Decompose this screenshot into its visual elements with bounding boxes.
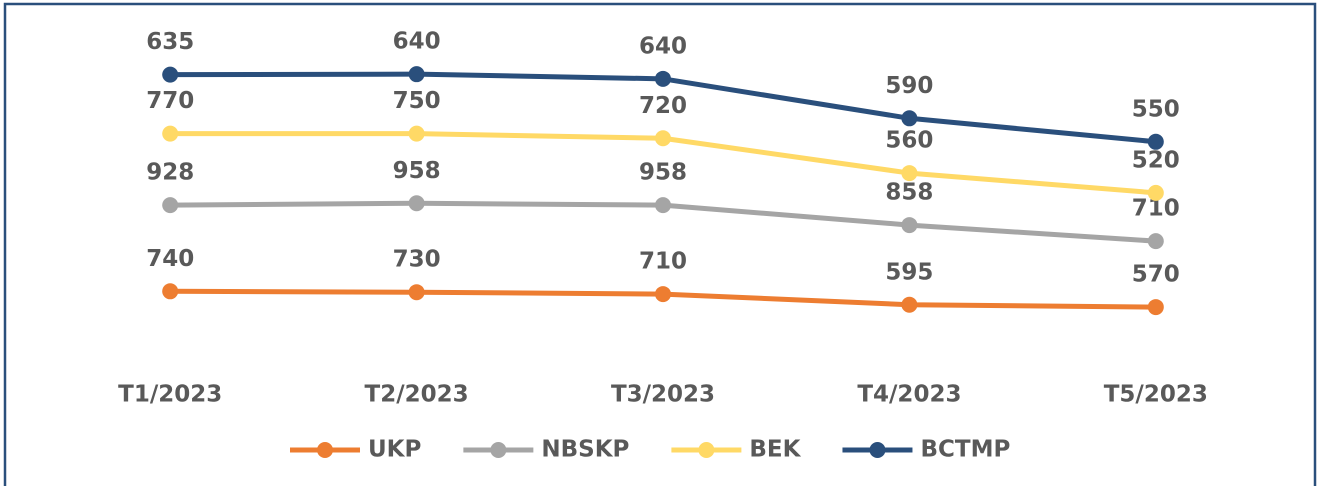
chart-frame (3, 2, 1317, 486)
data-label: 550 (1132, 96, 1180, 122)
x-tick-label: T3/2023 (611, 382, 715, 408)
x-tick-label: T2/2023 (365, 382, 469, 408)
data-label: 570 (1132, 262, 1180, 288)
data-label: 520 (1132, 147, 1180, 173)
series-marker (655, 197, 671, 214)
series-marker (408, 66, 425, 83)
legend-marker (698, 442, 715, 458)
data-label: 958 (639, 160, 687, 186)
legend-label: BCTMP (920, 437, 1010, 463)
legend-marker (317, 442, 333, 458)
series-marker (1147, 233, 1164, 250)
series-marker (655, 286, 671, 303)
series-marker (901, 110, 918, 127)
data-label: 750 (393, 88, 441, 114)
data-label: 590 (885, 73, 933, 99)
data-label: 560 (885, 128, 933, 154)
data-label: 740 (146, 246, 194, 272)
legend-marker (490, 442, 507, 458)
legend-label: UKP (368, 437, 421, 463)
data-label: 710 (639, 249, 687, 275)
series-marker (655, 130, 671, 147)
series-marker (901, 296, 918, 313)
data-label: 640 (393, 29, 441, 55)
series-marker (901, 217, 918, 234)
series-marker (162, 66, 179, 83)
series-marker (162, 197, 179, 214)
data-label: 635 (146, 29, 194, 55)
data-label: 958 (393, 158, 441, 184)
data-label: 858 (885, 180, 933, 206)
series-marker (1147, 184, 1164, 201)
series-marker (1147, 133, 1164, 150)
legend-label: BEK (749, 437, 801, 463)
legend-marker (869, 442, 886, 458)
data-label: 595 (885, 259, 933, 285)
series-marker (408, 284, 425, 301)
data-label: 730 (393, 247, 441, 273)
series-marker (408, 125, 425, 142)
series-marker (162, 125, 179, 142)
series-marker (1147, 299, 1164, 316)
x-tick-label: T5/2023 (1104, 382, 1208, 408)
series-marker (408, 195, 425, 212)
series-marker (901, 165, 918, 182)
series-marker (162, 283, 179, 300)
series-marker (655, 70, 671, 87)
data-label: 640 (639, 33, 687, 59)
x-tick-label: T4/2023 (857, 382, 961, 408)
legend-label: NBSKP (541, 437, 629, 463)
data-label: 928 (146, 160, 194, 186)
x-tick-label: T1/2023 (118, 382, 222, 408)
data-label: 770 (146, 88, 194, 114)
data-label: 720 (639, 93, 687, 119)
